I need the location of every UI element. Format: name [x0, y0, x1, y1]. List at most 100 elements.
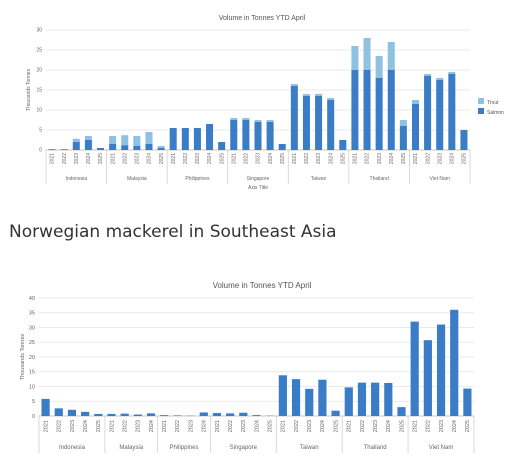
group-label: Taiwan: [300, 445, 319, 451]
x-tick-label: 2025: [280, 153, 286, 164]
bar-trout: [387, 42, 395, 70]
bar: [384, 382, 393, 416]
bar-salmon: [206, 124, 214, 150]
y-tick-label: 20: [29, 355, 35, 361]
bar: [67, 409, 77, 416]
bar: [423, 340, 432, 416]
bar-salmon: [351, 70, 359, 150]
bar-trout: [121, 135, 129, 146]
x-tick-label: 2024: [386, 420, 392, 432]
bar-salmon: [411, 104, 419, 150]
x-tick-label: 2021: [50, 153, 56, 164]
x-tick-label: 2021: [171, 153, 177, 164]
bar: [344, 387, 353, 416]
bar-salmon: [327, 100, 335, 150]
x-tick-label: 2025: [401, 153, 407, 164]
bar-trout: [84, 136, 92, 140]
bar-salmon: [121, 145, 129, 150]
bar-salmon: [399, 126, 407, 150]
bar-salmon: [84, 140, 92, 150]
x-tick-label: 2025: [333, 420, 339, 432]
bar: [278, 375, 287, 416]
bar-salmon: [48, 149, 56, 150]
x-tick-label: 2023: [74, 153, 80, 164]
group-label: Taiwan: [311, 176, 327, 182]
x-tick-label: 2023: [188, 420, 194, 432]
bar-salmon: [387, 70, 395, 150]
x-tick-label: 2021: [347, 420, 353, 432]
group-label: Viet Nam: [429, 445, 454, 451]
chart-title: Volume in Tonnes YTD April: [213, 281, 312, 290]
group-label: Thailand: [370, 176, 389, 182]
bar-salmon: [460, 130, 468, 150]
salmon-trout-chart: Volume in Tonnes YTD April051015202530Th…: [26, 15, 504, 191]
x-tick-label: 2023: [437, 153, 443, 164]
x-tick-label: 2022: [304, 153, 310, 164]
x-tick-label: 2025: [219, 153, 225, 164]
bar-salmon: [157, 148, 165, 150]
x-tick-label: 2022: [122, 153, 128, 164]
bar-salmon: [278, 144, 286, 150]
y-tick-label: 15: [29, 370, 35, 376]
x-tick-label: 2022: [57, 420, 63, 432]
x-tick-label: 2021: [281, 420, 287, 432]
x-tick-label: 2021: [413, 153, 419, 164]
group-label: Indonesia: [59, 445, 86, 451]
x-tick-label: 2022: [62, 153, 68, 164]
y-tick-label: 30: [36, 28, 42, 34]
bar-salmon: [133, 146, 141, 150]
bar: [226, 413, 235, 416]
bar: [318, 379, 327, 416]
group-label: Philippines: [185, 176, 210, 182]
bar-trout: [145, 132, 153, 144]
bar-salmon: [448, 74, 456, 150]
x-tick-label: 2022: [123, 420, 129, 432]
bar: [199, 412, 208, 416]
x-tick-label: 2021: [215, 420, 221, 432]
bar-trout: [133, 136, 141, 146]
y-tick-label: 10: [36, 108, 42, 114]
x-tick-label: 2024: [389, 153, 395, 164]
bar-trout: [242, 118, 250, 120]
bar: [107, 413, 116, 416]
x-tick-label: 2024: [268, 153, 274, 164]
bar: [252, 415, 261, 416]
x-tick-label: 2021: [109, 420, 115, 432]
x-tick-label: 2023: [70, 420, 76, 432]
x-tick-label: 2023: [439, 420, 445, 432]
legend-label: Salmon: [487, 110, 504, 116]
y-tick-label: 15: [36, 88, 42, 94]
bar: [173, 415, 182, 416]
bar-trout: [266, 120, 274, 122]
bar-salmon: [145, 144, 153, 150]
bar-trout: [302, 94, 310, 96]
x-tick-label: 2022: [294, 420, 300, 432]
x-tick-label: 2021: [110, 153, 116, 164]
x-tick-label: 2023: [377, 153, 383, 164]
x-tick-label: 2025: [399, 420, 405, 432]
bar-trout: [327, 98, 335, 100]
bar-salmon: [424, 76, 432, 150]
y-tick-label: 5: [39, 128, 42, 134]
bar-salmon: [193, 128, 201, 150]
x-tick-label: 2024: [207, 153, 213, 164]
group-label: Thailand: [364, 445, 387, 451]
bar-salmon: [339, 140, 347, 150]
x-tick-label: 2024: [320, 420, 326, 432]
x-tick-label: 2025: [465, 420, 471, 432]
bar-trout: [424, 74, 432, 76]
bar-trout: [363, 38, 371, 70]
bar-trout: [436, 78, 444, 80]
x-tick-label: 2022: [426, 420, 432, 432]
bar: [410, 321, 419, 416]
x-tick-label: 2022: [228, 420, 234, 432]
bar-salmon: [302, 96, 310, 150]
y-axis-label: Thousands Tonnes: [20, 334, 26, 381]
bar: [357, 382, 367, 416]
x-tick-label: 2025: [159, 153, 165, 164]
x-tick-label: 2022: [425, 153, 431, 164]
bar-trout: [351, 46, 359, 70]
bar: [463, 388, 472, 416]
x-tick-label: 2025: [98, 153, 104, 164]
bar-salmon: [72, 142, 80, 150]
